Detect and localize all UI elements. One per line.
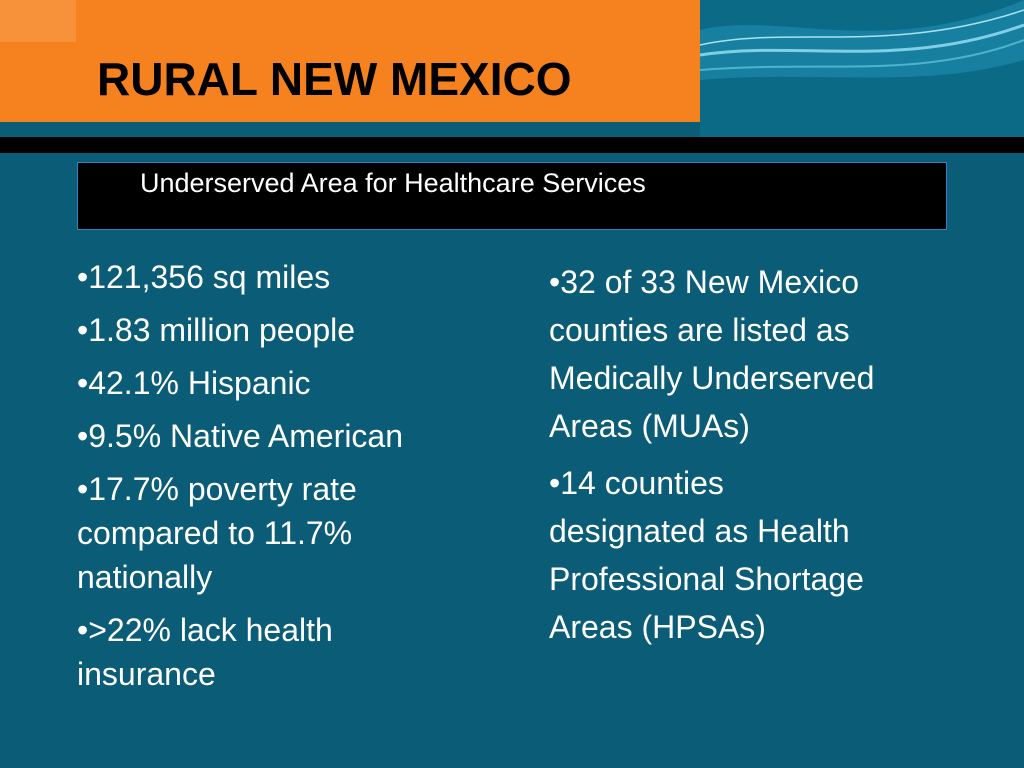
bullet-line: designated as Health: [549, 513, 850, 549]
left-column: •121,356 sq miles •1.83 million people •42…: [77, 255, 517, 705]
divider-bar: [0, 137, 1024, 153]
bullet: •>22% lack health insurance: [77, 608, 517, 696]
bullet: •17.7% poverty rate compared to 11.7% nati…: [77, 467, 517, 599]
bullet-line: Areas (HPSAs): [549, 609, 766, 645]
bullet: •121,356 sq miles: [77, 255, 517, 299]
corner-accent: [0, 0, 76, 42]
bullet-line: •14 counties: [549, 465, 724, 501]
right-column: •32 of 33 New Mexico counties are listed …: [549, 258, 989, 660]
wave-decoration: [700, 0, 1024, 137]
bullet: •9.5% Native American: [77, 414, 517, 458]
subtitle: Underserved Area for Healthcare Services: [140, 168, 646, 198]
bullet: •42.1% Hispanic: [77, 361, 517, 405]
bullet-line: •121,356 sq miles: [77, 259, 331, 295]
subtitle-box: [77, 162, 947, 230]
bullet-line: counties are listed as: [549, 312, 850, 348]
bullet-line: insurance: [77, 656, 216, 692]
bullet-line: •>22% lack health: [77, 612, 333, 648]
title-box: [0, 0, 700, 122]
bullet-line: compared to 11.7%: [77, 515, 353, 551]
bullet-line: •9.5% Native American: [77, 418, 404, 454]
bullet-line: •17.7% poverty rate: [77, 471, 357, 507]
bullet-line: Medically Underserved: [549, 360, 875, 396]
bullet-line: •42.1% Hispanic: [77, 365, 311, 401]
bullet-line: nationally: [77, 559, 213, 595]
bullet-line: Areas (MUAs): [549, 408, 750, 444]
bullet: •32 of 33 New Mexico counties are listed …: [549, 258, 989, 450]
bullet-line: •1.83 million people: [77, 312, 356, 348]
bullet: •1.83 million people: [77, 308, 517, 352]
bullet-line: Professional Shortage: [549, 561, 864, 597]
title: RURAL NEW MEXICO: [97, 53, 572, 105]
bullet: •14 counties designated as Health Professi…: [549, 459, 989, 651]
bullet-line: •32 of 33 New Mexico: [549, 264, 860, 300]
